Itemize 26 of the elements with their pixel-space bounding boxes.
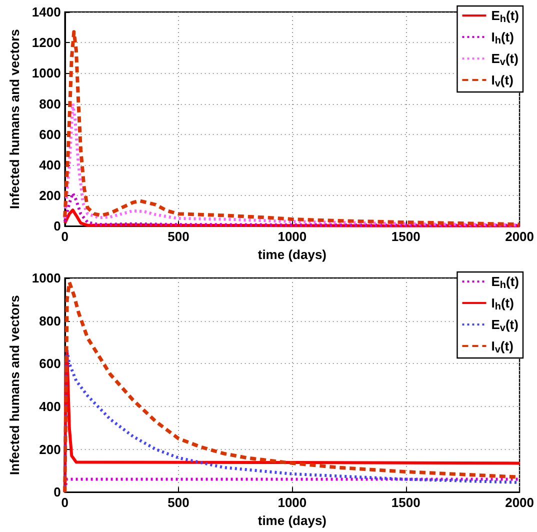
y-tick-label: 1400 (32, 4, 61, 20)
x-tick-label: 500 (168, 229, 190, 244)
x-tick-label: 500 (168, 495, 190, 510)
x-tick-label: 1500 (391, 229, 420, 244)
y-tick-label: 400 (39, 157, 61, 172)
y-tick-label: 1200 (32, 35, 61, 50)
x-axis-title: time (days) (258, 513, 326, 528)
y-tick-label: 600 (39, 356, 61, 372)
y-tick-label: 200 (39, 188, 61, 204)
y-tick-label: 400 (39, 398, 61, 414)
x-tick-label: 1500 (391, 495, 420, 510)
x-tick-label: 1000 (278, 495, 307, 510)
y-tick-label: 1000 (32, 66, 61, 81)
y-tick-label: 600 (39, 126, 61, 142)
y-tick-label: 1000 (32, 270, 61, 286)
y-tick-label: 800 (39, 96, 61, 112)
y-tick-label: 0 (54, 484, 61, 500)
y-tick-label: 800 (39, 313, 61, 328)
y-axis-title: Infected humans and vectors (7, 295, 22, 475)
y-tick-label: 200 (39, 442, 61, 457)
x-tick-label: 2000 (505, 495, 534, 510)
y-tick-label: 0 (54, 218, 61, 234)
x-tick-label: 2000 (505, 229, 534, 244)
x-axis-title: time (days) (258, 247, 326, 262)
x-tick-label: 1000 (278, 229, 307, 244)
y-axis-title: Infected humans and vectors (7, 29, 22, 209)
